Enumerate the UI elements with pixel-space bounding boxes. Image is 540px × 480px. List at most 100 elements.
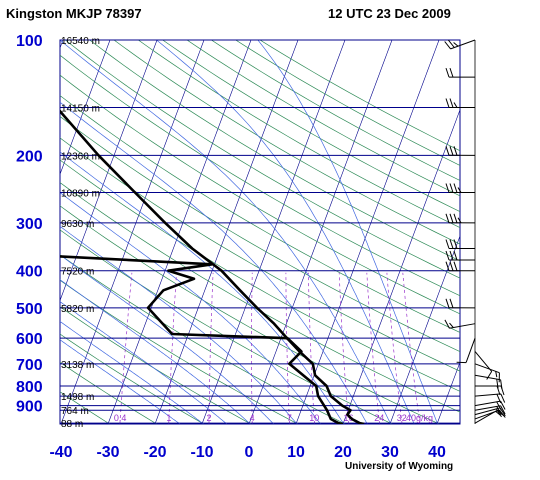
wind-barb-feather — [449, 183, 454, 193]
wind-barb — [474, 393, 506, 404]
wind-barb-feather — [445, 146, 450, 156]
wind-barb-feather — [445, 261, 450, 271]
wind-barb-staff — [474, 363, 500, 374]
wind-barb — [445, 183, 476, 193]
dry-adiabat-line — [60, 182, 460, 413]
mixing-ratio-label: 24 — [374, 413, 384, 423]
temperature-tick-label: 20 — [334, 444, 352, 461]
dry-adiabat-line — [60, 137, 460, 372]
wind-barb-feather — [457, 187, 462, 193]
dry-adiabat-line — [60, 333, 204, 424]
moist-adiabat-line — [60, 254, 274, 424]
wind-barb-feather — [486, 371, 493, 380]
isotherm-line — [389, 235, 460, 424]
wind-barb-feather — [496, 379, 499, 389]
wind-barb — [474, 363, 500, 383]
moist-adiabat-line — [60, 301, 228, 424]
pressure-tick-label: 300 — [16, 216, 43, 233]
wind-barb-feather — [449, 239, 454, 249]
wind-barb-feather — [499, 409, 506, 418]
temperature-tick-label: -10 — [190, 444, 213, 461]
dry-adiabat-line — [211, 40, 460, 181]
dry-adiabat-line — [60, 306, 251, 424]
mixing-ratio-line — [386, 272, 403, 424]
wind-barb-feather — [495, 371, 498, 378]
dry-adiabat-line — [60, 74, 460, 315]
wind-barb — [445, 67, 476, 78]
mixing-ratio-line — [366, 272, 380, 424]
wind-barbs — [444, 39, 506, 424]
wind-barb-feather — [453, 42, 459, 47]
plot-frame — [59, 39, 461, 425]
dry-adiabat-line — [60, 95, 460, 333]
wind-barb-feather — [444, 319, 450, 329]
sounding-traces — [60, 109, 365, 424]
dry-adiabat-line — [235, 40, 460, 166]
height-label: 88 m — [61, 419, 83, 430]
isotherm-line — [107, 40, 252, 424]
wind-barb-feather — [445, 239, 450, 249]
observation-time: 12 UTC 23 Dec 2009 — [328, 6, 451, 21]
wind-barb-staff — [474, 405, 501, 411]
moist-adiabat-line — [257, 40, 438, 424]
mixing-ratio-line — [208, 272, 214, 424]
wind-barb-feather — [449, 98, 454, 108]
wind-barb-feather — [500, 379, 503, 390]
mixing-ratio-label: 1 — [166, 413, 171, 423]
moist-adiabat-line — [60, 339, 181, 424]
wind-barb-feather — [449, 213, 454, 223]
wind-barb-feather — [453, 183, 458, 193]
wind-barb-feather — [445, 183, 450, 193]
wind-barb-feather — [457, 217, 462, 224]
mixing-ratio-line — [308, 272, 315, 424]
wind-barb-feather — [445, 98, 450, 108]
mixing-ratio-label: 16 — [343, 413, 353, 423]
temperature-tick-label: 0 — [245, 444, 254, 461]
wind-barb — [445, 213, 476, 224]
pressure-tick-label: 800 — [16, 379, 43, 396]
dry-adiabat-line — [60, 279, 299, 424]
wind-barb — [445, 239, 476, 249]
wind-barb-feather — [453, 213, 458, 223]
height-label: 9630 m — [61, 219, 94, 230]
wind-barb — [445, 98, 476, 108]
mixing-ratio-label: 40g/kg — [406, 413, 433, 423]
isotherm-line — [154, 40, 299, 424]
temperature-tick-label: -40 — [49, 444, 72, 461]
wind-barb-feather — [445, 250, 450, 261]
wind-barb-feather — [444, 41, 451, 50]
wind-barb-feather — [445, 67, 450, 78]
height-label: 12360 m — [61, 151, 100, 162]
wind-barb — [445, 261, 476, 272]
wind-barb — [445, 146, 476, 156]
pressure-tick-label: 500 — [16, 301, 43, 318]
height-label: 14150 m — [61, 103, 100, 114]
mixing-ratio-line — [402, 272, 421, 424]
mixing-ratio-line — [338, 272, 350, 424]
pressure-tick-label: 900 — [16, 399, 43, 416]
dry-adiabat-line — [65, 40, 460, 279]
wind-barb — [445, 298, 476, 309]
mixing-ratio-label: 32 — [397, 413, 407, 423]
wind-barb-staff — [474, 351, 493, 372]
height-label: 1498 m — [61, 392, 94, 403]
moist-adiabat-line — [60, 40, 392, 424]
dry-adiabat-line — [60, 115, 460, 352]
height-label: 5820 m — [61, 304, 94, 315]
wind-barb-feather — [500, 400, 506, 410]
wind-barb-feather — [495, 408, 502, 418]
temperature-tick-label: -20 — [143, 444, 166, 461]
wind-barb-feather — [453, 250, 458, 261]
station-title: Kingston MKJP 78397 — [6, 6, 142, 21]
dry-adiabat-line — [60, 159, 460, 392]
mixing-ratio-line — [168, 272, 177, 424]
dry-adiabat-line — [113, 40, 460, 245]
mixing-ratio-line — [251, 272, 253, 424]
temperature-tick-label: 30 — [381, 444, 399, 461]
wind-barb-staff — [449, 323, 476, 329]
wind-barb-staff — [474, 393, 501, 397]
wind-barb-feather — [496, 401, 502, 411]
data-source-credit: University of Wyoming — [345, 461, 454, 472]
